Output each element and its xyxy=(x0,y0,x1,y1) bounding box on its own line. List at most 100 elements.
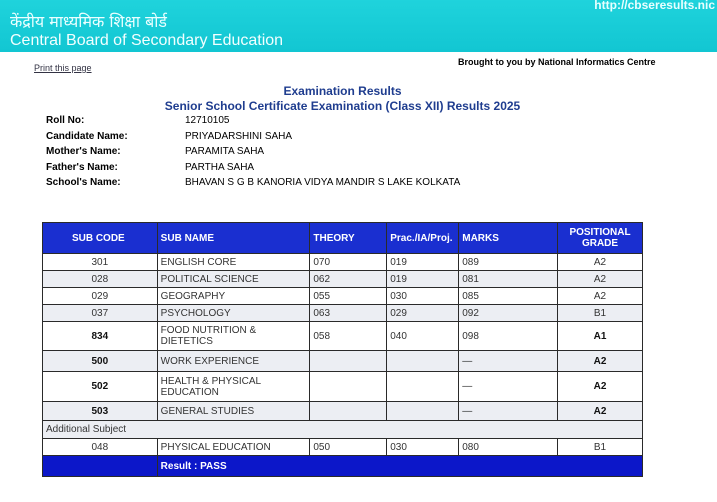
credit-text: Brought to you by National Informatics C… xyxy=(458,57,656,67)
info-value: PARAMITA SAHA xyxy=(185,146,265,157)
table-cell: 037 xyxy=(42,304,158,322)
table-row: 037 PSYCHOLOGY 063 029 092 B1 xyxy=(42,304,643,322)
results-table: SUB CODE SUB NAME THEORY Prac./IA/Proj. MARK… xyxy=(42,222,644,477)
table-cell: 029 xyxy=(42,287,158,305)
table-cell: B1 xyxy=(557,438,643,456)
table-cell: A2 xyxy=(557,401,643,421)
info-row: Roll No: 12710105 xyxy=(46,115,460,131)
table-header: SUB CODE SUB NAME THEORY Prac./IA/Proj. MARK… xyxy=(42,222,643,254)
info-row: Father's Name: PARTHA SAHA xyxy=(46,162,460,178)
print-link[interactable]: Print this page xyxy=(34,63,92,73)
table-row: 834 FOOD NUTRITION & DIETETICS 058 040 098 A1 xyxy=(42,321,643,351)
table-cell: 070 xyxy=(309,253,388,271)
table-cell: 502 xyxy=(42,371,158,402)
table-row: 503 GENERAL STUDIES — A2 xyxy=(42,401,643,421)
table-cell: GEOGRAPHY xyxy=(156,287,311,305)
table-cell: ENGLISH CORE xyxy=(156,253,311,271)
table-cell xyxy=(386,401,460,421)
page-subtitle: Senior School Certificate Examination (C… xyxy=(164,99,521,113)
table-cell: B1 xyxy=(557,304,643,322)
table-cell: 055 xyxy=(309,287,388,305)
info-label: Candidate Name: xyxy=(46,130,128,142)
column-header: MARKS xyxy=(458,222,559,254)
table-cell: — xyxy=(458,401,559,421)
table-cell xyxy=(309,401,388,421)
table-cell: 028 xyxy=(42,270,158,288)
info-row: Mother's Name: PARAMITA SAHA xyxy=(46,146,460,162)
table-cell: 040 xyxy=(386,321,460,351)
table-cell: 030 xyxy=(386,287,460,305)
table-cell: 081 xyxy=(458,270,559,288)
table-cell: 085 xyxy=(458,287,559,305)
table-cell: 063 xyxy=(309,304,388,322)
info-label: Roll No: xyxy=(46,115,85,126)
table-cell: A2 xyxy=(557,371,643,402)
column-header: THEORY xyxy=(309,222,388,254)
table-cell: A2 xyxy=(557,350,643,372)
table-cell: 050 xyxy=(309,438,388,456)
info-row: Candidate Name: PRIYADARSHINI SAHA xyxy=(46,131,460,147)
table-cell: 019 xyxy=(386,270,460,288)
table-row: 028 POLITICAL SCIENCE 062 019 081 A2 xyxy=(42,270,643,288)
table-cell: 062 xyxy=(309,270,388,288)
column-header: SUB NAME xyxy=(156,222,311,254)
table-cell: 048 xyxy=(42,438,158,456)
info-label: Father's Name: xyxy=(46,161,118,173)
table-cell: 503 xyxy=(42,401,158,421)
column-header: SUB CODE xyxy=(42,222,158,254)
page-title: Examination Results xyxy=(283,84,402,98)
table-cell: 098 xyxy=(458,321,559,351)
table-cell: PHYSICAL EDUCATION xyxy=(156,438,311,456)
table-cell: POLITICAL SCIENCE xyxy=(156,270,311,288)
table-cell: — xyxy=(458,371,559,402)
info-value: 12710105 xyxy=(185,115,230,126)
site-header: http://cbseresults.nic केंद्रीय माध्यमिक… xyxy=(0,0,717,52)
info-value: PRIYADARSHINI SAHA xyxy=(185,130,293,142)
info-label: Mother's Name: xyxy=(46,146,121,157)
table-cell: 092 xyxy=(458,304,559,322)
table-cell: 058 xyxy=(309,321,388,351)
table-cell: WORK EXPERIENCE xyxy=(156,350,311,372)
column-header: Prac./IA/Proj. xyxy=(386,222,460,254)
url-text: http://cbseresults.nic xyxy=(594,0,715,12)
english-title: Central Board of Secondary Education xyxy=(10,32,284,49)
info-value: PARTHA SAHA xyxy=(185,161,255,173)
table-row: 029 GEOGRAPHY 055 030 085 A2 xyxy=(42,287,643,305)
result-spacer xyxy=(42,455,158,477)
candidate-info: Roll No: 12710105 Candidate Name: PRIYADARS… xyxy=(46,115,460,193)
table-cell: FOOD NUTRITION & DIETETICS xyxy=(156,321,311,351)
table-row: 500 WORK EXPERIENCE — A2 xyxy=(42,350,643,372)
table-row: 301 ENGLISH CORE 070 019 089 A2 xyxy=(42,253,643,271)
table-cell: 500 xyxy=(42,350,158,372)
info-row: School's Name: BHAVAN S G B KANORIA VIDYA… xyxy=(46,177,460,193)
table-row: 502 HEALTH & PHYSICAL EDUCATION — A2 xyxy=(42,371,643,402)
hindi-title: केंद्रीय माध्यमिक शिक्षा बोर्ड xyxy=(10,12,167,31)
table-cell: 301 xyxy=(42,253,158,271)
info-value: BHAVAN S G B KANORIA VIDYA MANDIR S LAKE… xyxy=(185,177,461,188)
table-cell: A2 xyxy=(557,287,643,305)
table-cell xyxy=(309,350,388,372)
table-cell: 019 xyxy=(386,253,460,271)
table-cell xyxy=(386,350,460,372)
result-row: Result : PASS xyxy=(42,455,644,477)
table-cell: GENERAL STUDIES xyxy=(156,401,311,421)
table-cell: 030 xyxy=(386,438,460,456)
table-row: 048 PHYSICAL EDUCATION 050 030 080 B1 xyxy=(42,438,643,456)
additional-subject-label: Additional Subject xyxy=(42,420,643,439)
table-cell: HEALTH & PHYSICAL EDUCATION xyxy=(156,371,311,402)
additional-subject-row: Additional Subject xyxy=(42,420,643,439)
info-label: School's Name: xyxy=(46,177,121,188)
table-cell: 834 xyxy=(42,321,158,351)
table-cell: A1 xyxy=(557,321,643,351)
table-cell: 089 xyxy=(458,253,559,271)
table-cell: 080 xyxy=(458,438,559,456)
table-cell: A2 xyxy=(557,270,643,288)
table-cell: 029 xyxy=(386,304,460,322)
table-cell: PSYCHOLOGY xyxy=(156,304,311,322)
table-cell: A2 xyxy=(557,253,643,271)
table-cell xyxy=(309,371,388,402)
column-header: POSITIONAL GRADE xyxy=(557,222,643,254)
table-cell xyxy=(386,371,460,402)
result-status: Result : PASS xyxy=(156,455,644,477)
table-cell: — xyxy=(458,350,559,372)
